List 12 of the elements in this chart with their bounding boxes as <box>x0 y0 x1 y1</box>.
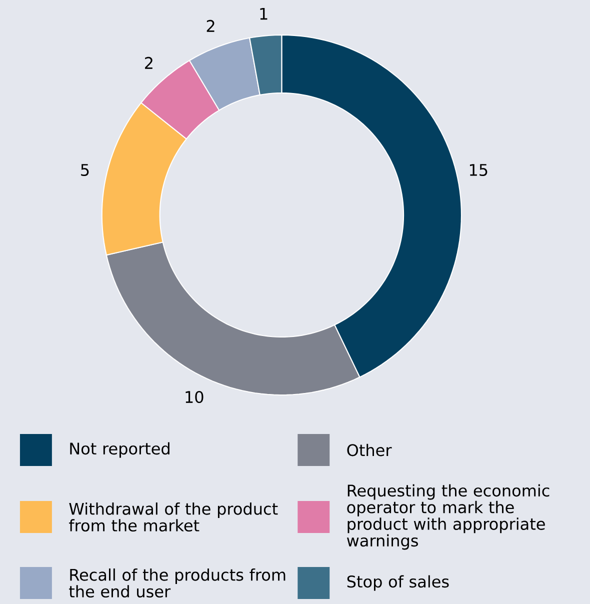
data-label: 10 <box>186 390 204 404</box>
legend-label: Stop of sales <box>347 575 449 591</box>
legend-label: Withdrawal of the product from the market <box>69 502 278 532</box>
data-label: 5 <box>81 164 89 176</box>
legend-label: Recall of the products from the end user <box>69 568 286 598</box>
data-label: 2 <box>145 56 152 69</box>
data-label: 15 <box>470 164 488 176</box>
legend-label: Other <box>347 444 392 456</box>
data-label: 1 <box>260 8 268 20</box>
legend-label: Requesting the economic operator to mark the product with appropriate warnings <box>346 484 550 550</box>
legend-label: Not reported <box>70 442 170 458</box>
data-label: 2 <box>206 20 214 32</box>
